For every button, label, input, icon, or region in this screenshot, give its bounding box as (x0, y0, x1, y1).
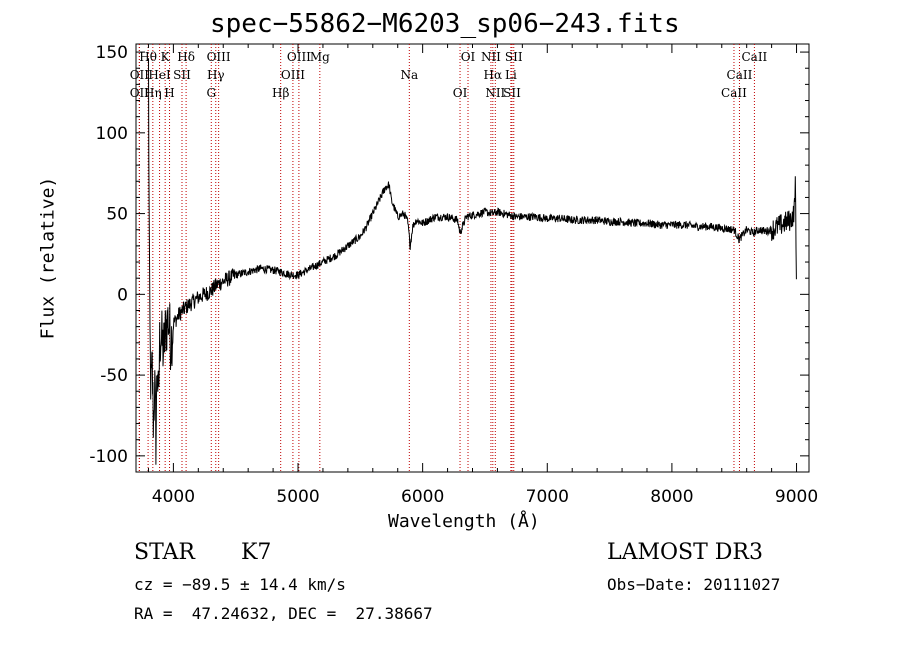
line-id-label: Li (505, 68, 517, 82)
survey-name: LAMOST DR3 (607, 540, 763, 565)
x-tick-label: 4000 (152, 487, 195, 507)
object-subclass: K7 (241, 540, 272, 565)
line-id-label: CaII (721, 86, 747, 100)
line-id-label: Hδ (177, 50, 195, 64)
y-tick-label: 50 (106, 205, 128, 225)
x-axis-label: Wavelength (Å) (388, 511, 540, 532)
line-id-label: NII (481, 50, 501, 64)
flux-series-line (148, 58, 797, 465)
line-id-label: G (206, 86, 216, 100)
x-tick-label: 9000 (775, 487, 818, 507)
line-id-label: OI (461, 50, 476, 64)
coordinates: RA = 47.24632, DEC = 27.38667 (134, 604, 433, 623)
line-id-label: SII (173, 68, 191, 82)
line-id-label: Hγ (207, 68, 225, 82)
line-id-label: SII (505, 50, 523, 64)
y-axis-label: Flux (relative) (37, 176, 59, 340)
y-tick-label: -100 (89, 447, 128, 467)
line-id-label: OIII (281, 68, 305, 82)
line-id-label: Hθ (139, 50, 157, 64)
y-tick-label: -50 (100, 366, 128, 386)
y-tick-label: 100 (96, 124, 128, 144)
line-id-label: CaII (727, 68, 753, 82)
x-tick-label: 6000 (401, 487, 444, 507)
line-id-label: Mg (310, 50, 330, 64)
line-id-label: Na (400, 68, 418, 82)
object-class: STAR (134, 540, 195, 565)
line-id-label: Hη (144, 86, 162, 100)
line-id-label: OII (130, 86, 150, 100)
line-id-label: OIII (207, 50, 231, 64)
chart-title: spec−55862−M6203_sp06−243.fits (210, 9, 680, 39)
x-tick-label: 5000 (276, 487, 319, 507)
line-id-label: OI (453, 86, 468, 100)
y-tick-label: 0 (117, 285, 128, 305)
x-tick-label: 7000 (526, 487, 569, 507)
observation-date: Obs−Date: 20111027 (607, 575, 781, 594)
y-tick-label: 150 (96, 43, 128, 63)
line-id-label: OII (130, 68, 150, 82)
line-id-label: OIII (287, 50, 311, 64)
x-tick-label: 8000 (650, 487, 693, 507)
line-id-label: HeI (148, 68, 171, 82)
redshift-velocity: cz = −89.5 ± 14.4 km/s (134, 575, 346, 594)
line-id-label: K (161, 50, 171, 64)
line-id-label: Hβ (272, 86, 289, 100)
line-id-label: NII (485, 86, 505, 100)
line-id-label: SII (503, 86, 521, 100)
plot-frame (135, 43, 810, 473)
line-id-label: H (164, 86, 174, 100)
line-id-label: CaII (741, 50, 767, 64)
line-id-label: Hα (484, 68, 503, 82)
